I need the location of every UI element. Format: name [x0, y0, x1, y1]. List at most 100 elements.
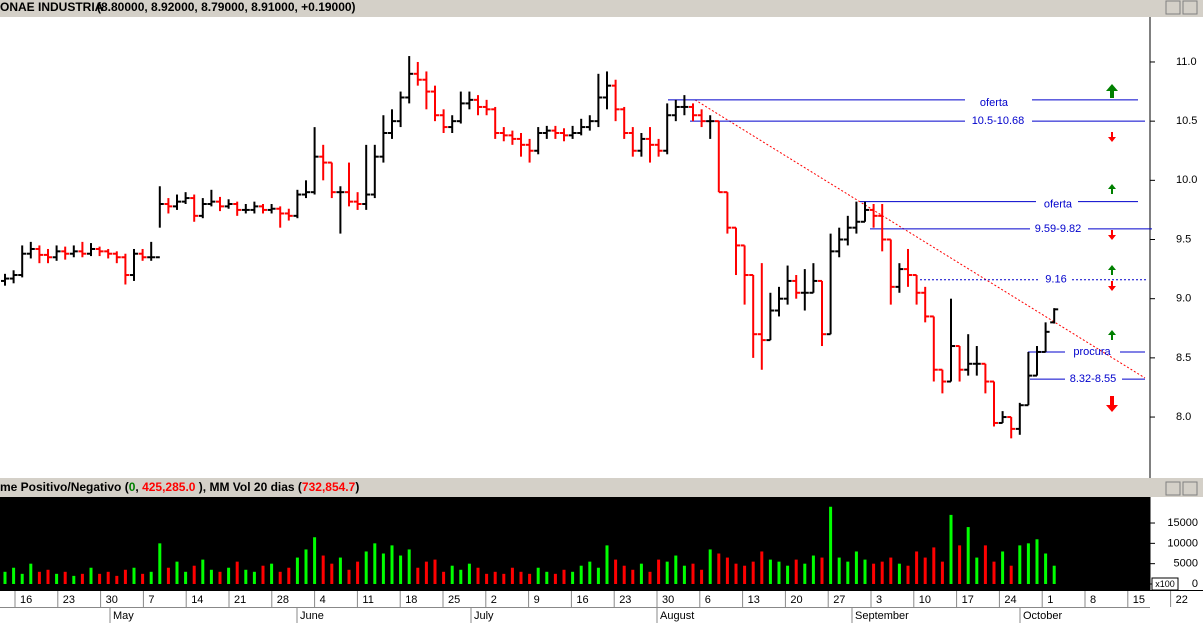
volume-bar	[648, 571, 652, 584]
y-tick-label: 0	[1192, 578, 1198, 590]
volume-header-part: me Positivo/Negativo (	[0, 480, 129, 494]
ohlc-bar	[1015, 402, 1024, 435]
ohlc-bar	[646, 127, 654, 163]
ohlc-bar	[508, 130, 517, 145]
ohlc-bar	[224, 199, 233, 209]
window-button[interactable]	[1182, 481, 1198, 496]
volume-bar	[347, 569, 351, 584]
x-tick-label: 14	[191, 594, 203, 606]
y-tick-label: 10000	[1167, 537, 1198, 549]
volume-bar	[63, 571, 67, 584]
volume-bar	[166, 567, 170, 584]
volume-bar	[897, 563, 901, 584]
ohlc-bar	[345, 162, 353, 207]
x-tick-label: 24	[1004, 594, 1016, 606]
ohlc-bar	[1024, 351, 1033, 407]
ohlc-bar	[843, 215, 852, 246]
volume-bar	[80, 573, 84, 584]
volume-bar	[751, 561, 755, 584]
ohlc-bar	[293, 189, 302, 219]
ohlc-bar	[904, 248, 912, 287]
x-tick-label: 9	[534, 594, 540, 606]
volume-bar	[364, 551, 368, 584]
x-tick-label: 20	[790, 594, 802, 606]
ohlc-bar	[276, 206, 285, 228]
volume-bar	[803, 563, 807, 584]
x-tick-label: 18	[405, 594, 417, 606]
volume-bar	[794, 559, 798, 584]
ohlc-bar	[52, 245, 61, 261]
ohlc-bar	[585, 115, 594, 131]
volume-bar	[330, 563, 334, 584]
volume-bar	[536, 567, 540, 584]
ohlc-bar	[121, 253, 130, 285]
trend-line	[694, 99, 1146, 379]
ohlc-bar	[413, 61, 422, 86]
ohlc-bar	[104, 248, 113, 259]
ohlc-bar	[981, 362, 990, 394]
volume-bar	[416, 567, 420, 584]
ohlc-bar	[517, 132, 525, 157]
volume-bar	[201, 559, 205, 584]
ohlc-bar	[921, 286, 930, 323]
ohlc-bar	[35, 245, 44, 264]
ohlc-bar	[534, 127, 543, 155]
x-tick-label: 23	[619, 594, 631, 606]
ohlc-bar	[241, 204, 250, 214]
zone-label: 9.59-9.82	[1035, 223, 1081, 235]
ohlc-bar	[155, 186, 164, 259]
volume-bar	[768, 559, 772, 584]
volume-bar	[820, 557, 824, 584]
window-button[interactable]	[1165, 481, 1181, 496]
ohlc-bar	[835, 227, 844, 258]
ohlc-bar	[370, 144, 379, 199]
volume-bar	[837, 557, 841, 584]
ohlc-bar	[551, 125, 560, 139]
ohlc-bar	[439, 109, 448, 133]
ohlc-bar	[990, 380, 998, 427]
ohlc-bar	[947, 298, 955, 383]
ohlc-bar	[259, 204, 267, 214]
ohlc-bar	[181, 192, 190, 205]
ohlc-bar	[757, 263, 766, 370]
ohlc-bar	[809, 263, 818, 294]
ohlc-bar	[130, 248, 138, 281]
ohlc-bar	[499, 127, 508, 142]
ohlc-bar	[869, 204, 878, 228]
x-tick-label: 15	[1133, 594, 1145, 606]
ohlc-bar	[396, 91, 405, 128]
window-button[interactable]	[1182, 0, 1198, 15]
price-header-bar	[0, 0, 1203, 17]
ohlc-bar	[766, 292, 775, 342]
volume-bar	[923, 557, 927, 584]
ohlc-bar	[379, 115, 388, 163]
volume-bar	[158, 543, 162, 584]
ohlc-bar	[689, 103, 697, 122]
volume-bar	[132, 567, 136, 584]
ohlc-bar	[611, 79, 620, 122]
volume-bar	[313, 537, 317, 584]
volume-bar	[811, 555, 815, 584]
ohlc-bar	[714, 120, 723, 194]
zone-label: 9.16	[1045, 274, 1066, 286]
volume-bar	[192, 565, 196, 584]
window-button[interactable]	[1165, 0, 1181, 15]
volume-bar	[674, 555, 678, 584]
volume-bar	[252, 571, 256, 584]
volume-bar	[829, 506, 833, 584]
month-label: May	[113, 610, 134, 622]
volume-bar	[476, 567, 480, 584]
ohlc-bar	[284, 208, 293, 221]
volume-bar	[579, 565, 583, 584]
ohlc-bar	[1041, 322, 1050, 353]
x-tick-label: 4	[320, 594, 326, 606]
volume-header-part: )	[355, 480, 359, 494]
ohlc-bar	[955, 345, 964, 382]
unit-label: x100	[1155, 579, 1175, 589]
ohlc-bar	[302, 180, 310, 199]
price-plot	[0, 17, 1150, 478]
volume-bar	[442, 571, 446, 584]
volume-bar	[1018, 545, 1022, 584]
x-tick-label: 8	[1090, 594, 1096, 606]
ohlc-bar	[233, 201, 242, 216]
